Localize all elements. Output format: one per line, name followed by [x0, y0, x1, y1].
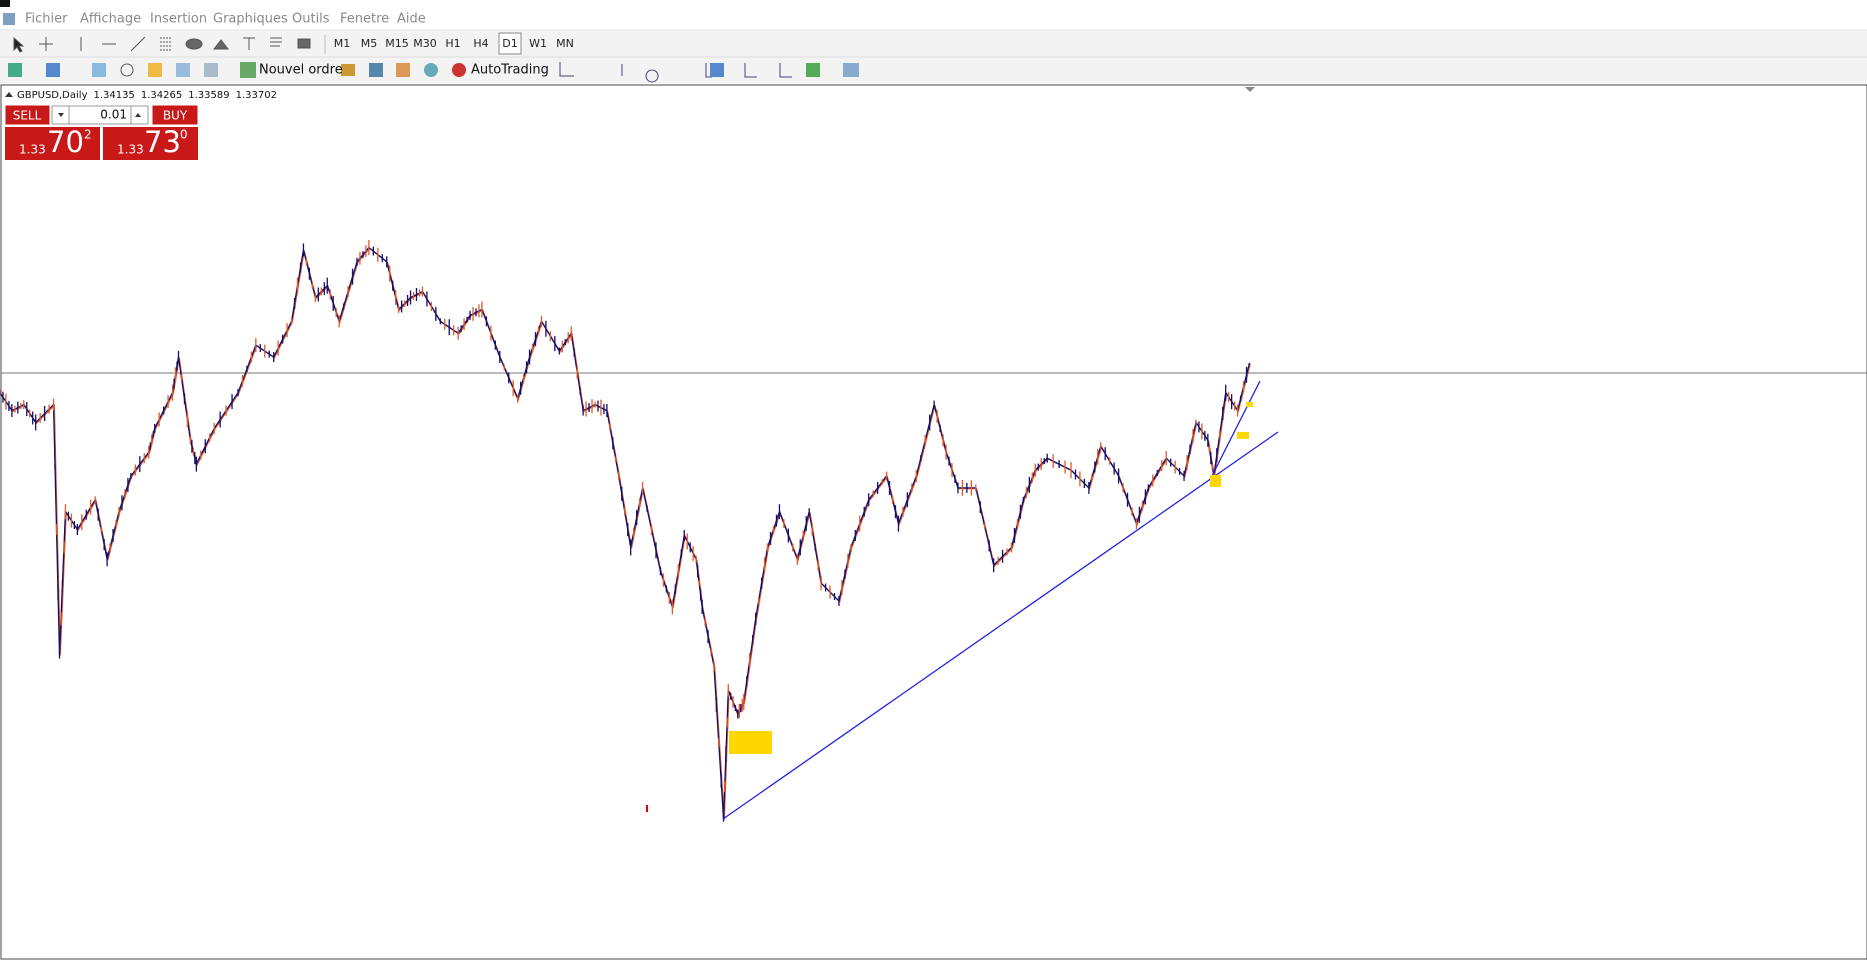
- drawing-tools: [13, 35, 326, 54]
- zone-rectangle: [1210, 475, 1221, 487]
- signals-button[interactable]: [369, 63, 383, 77]
- buy-button[interactable]: [151, 104, 199, 126]
- one-click-panel: SELL 0.01 BUY 1.33 70 2 1.33 73 0: [4, 104, 199, 160]
- timeframe-button[interactable]: M30: [413, 37, 437, 50]
- trendline-tool[interactable]: [130, 36, 146, 52]
- header-text: 1.33702: [236, 90, 277, 101]
- chart-collapse-arrow[interactable]: [5, 92, 13, 97]
- zone-rectangle: [1246, 402, 1253, 407]
- metaeditor-button[interactable]: [341, 64, 355, 76]
- timeframe-button[interactable]: M15: [385, 37, 409, 50]
- standard-tools: Nouvel ordre AutoTrading: [8, 62, 859, 83]
- tester-button[interactable]: [204, 63, 218, 77]
- menu-item[interactable]: Fenetre: [340, 12, 389, 27]
- text-tool[interactable]: [243, 37, 255, 50]
- sell-button[interactable]: [4, 104, 51, 126]
- triangle-tool[interactable]: [212, 39, 230, 50]
- price-line: [0, 247, 1251, 820]
- bid-big: 1.33: [19, 143, 46, 157]
- chart-area: [0, 84, 1867, 960]
- ask-pips: 73: [144, 125, 181, 159]
- chart-shift-marker: [1245, 87, 1255, 92]
- profiles-button[interactable]: [46, 63, 60, 77]
- menu-item[interactable]: Outils: [292, 12, 330, 27]
- ellipse-tool[interactable]: [185, 38, 203, 50]
- data-window-button[interactable]: [120, 63, 134, 77]
- menu-item[interactable]: Aide: [397, 12, 426, 27]
- new-chart-button[interactable]: [8, 63, 22, 77]
- menu-icon: [3, 13, 15, 25]
- bid-fraction: 2: [84, 128, 92, 142]
- templates-button[interactable]: [843, 63, 859, 77]
- fibo-tool[interactable]: [270, 37, 282, 47]
- bid-pips: 70: [47, 125, 84, 159]
- header-text: 1.34265: [141, 90, 182, 101]
- price-series: [0, 240, 1251, 822]
- timeframe-button[interactable]: W1: [529, 37, 547, 50]
- header-text: 1.33589: [188, 90, 229, 101]
- indicators-button[interactable]: [806, 63, 820, 77]
- marker: [646, 805, 648, 812]
- crosshair-tool[interactable]: [39, 37, 53, 51]
- header-text: 1.34135: [94, 90, 135, 101]
- buy-label[interactable]: BUY: [163, 109, 188, 123]
- tile-button[interactable]: [710, 63, 724, 77]
- autotrading-button[interactable]: AutoTrading: [471, 63, 549, 78]
- timeframe-button[interactable]: H1: [445, 37, 460, 50]
- timeframes: M1 M5 M15 M30 H1 H4 D1 W1 MN: [334, 37, 574, 50]
- cursor-tool[interactable]: [13, 36, 25, 53]
- menu-item[interactable]: Affichage: [80, 12, 141, 27]
- lot-increase[interactable]: [130, 105, 149, 125]
- menu-item[interactable]: Graphiques: [213, 12, 288, 27]
- channel-tool[interactable]: [160, 37, 172, 51]
- label-tool[interactable]: [297, 38, 311, 49]
- lot-decrease[interactable]: [51, 105, 70, 125]
- ask-box[interactable]: [103, 127, 198, 160]
- chart-tools[interactable]: [559, 62, 792, 83]
- ask-fraction: 0: [180, 128, 188, 142]
- autotrading-icon[interactable]: [452, 63, 466, 77]
- menu-item[interactable]: Insertion: [150, 12, 207, 27]
- vps-button[interactable]: [424, 63, 438, 77]
- active-timeframe-box: [498, 32, 522, 55]
- lot-value[interactable]: 0.01: [100, 108, 127, 122]
- sell-label[interactable]: SELL: [13, 109, 42, 123]
- menu-item[interactable]: Fichier: [25, 12, 68, 27]
- timeframe-button[interactable]: H4: [473, 37, 488, 50]
- timeframe-button[interactable]: MN: [556, 37, 574, 50]
- header-text: GBPUSD,Daily: [17, 90, 88, 101]
- market-button[interactable]: [396, 63, 410, 77]
- navigator-button[interactable]: [148, 63, 162, 77]
- zone-rectangle: [1237, 432, 1249, 439]
- zone-rectangle: [729, 731, 772, 754]
- bid-box[interactable]: [5, 127, 100, 160]
- timeframe-button[interactable]: D1: [502, 37, 517, 50]
- terminal-button[interactable]: [176, 63, 190, 77]
- trendline: [1211, 380, 1261, 477]
- market-watch-button[interactable]: [92, 63, 106, 77]
- chart-header: GBPUSD,Daily 1.34135 1.34265 1.33589 1.33702: [17, 90, 277, 101]
- app-icon: [0, 0, 10, 7]
- ask-big: 1.33: [117, 143, 144, 157]
- new-order-button[interactable]: Nouvel ordre: [259, 63, 343, 78]
- menu-items: Fichier Affichage Insertion Graphiques Outil…: [25, 12, 426, 27]
- trendline: [722, 431, 1279, 820]
- title-bar: [0, 0, 1867, 10]
- new-order-icon[interactable]: [240, 62, 256, 78]
- timeframe-button[interactable]: M1: [334, 37, 351, 50]
- menu-bar: [0, 10, 1867, 30]
- timeframe-button[interactable]: M5: [361, 37, 378, 50]
